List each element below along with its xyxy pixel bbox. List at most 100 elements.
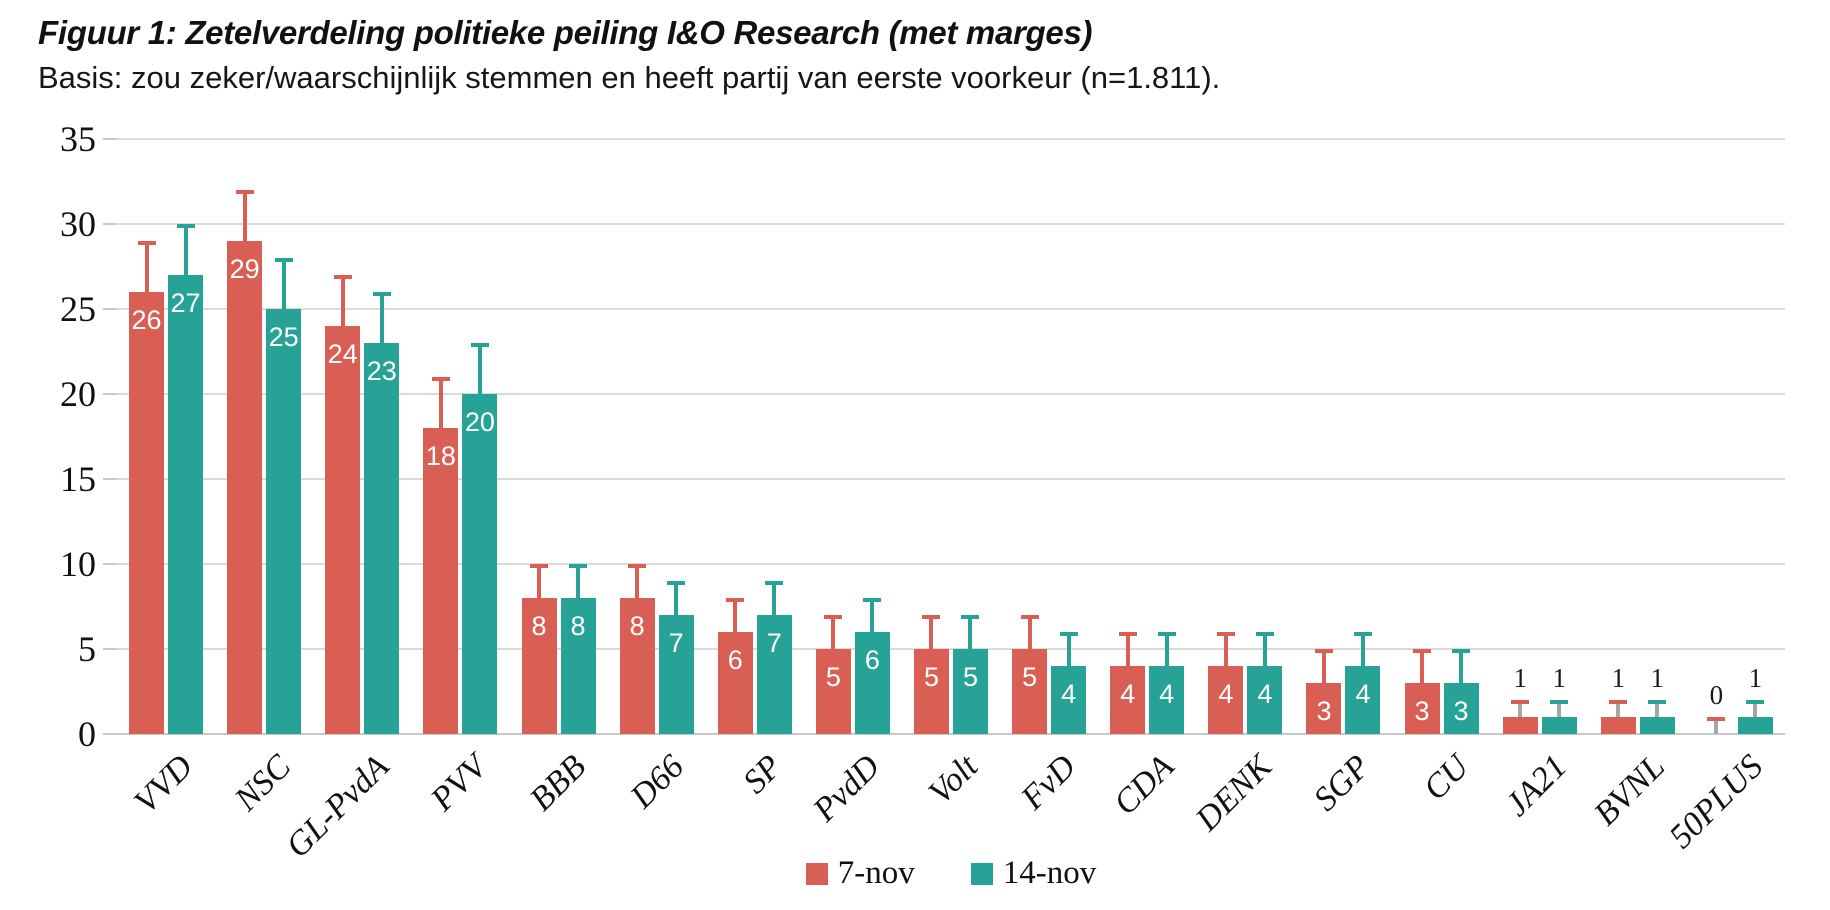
x-axis-label: DENK <box>1189 748 1280 839</box>
bar: 29 <box>227 190 263 734</box>
x-axis-label: VVD <box>127 748 201 821</box>
error-bar-stem <box>831 619 836 649</box>
error-bar <box>961 615 980 649</box>
error-bar-stem <box>1125 636 1130 666</box>
y-axis-tick <box>103 563 117 565</box>
chart: 26 27 29 25 24 23 18 20 8 8 8 7 6 7 5 6 5 5 5 4 4 4 4 4 3 4 3 3 1 1 1 1… <box>0 119 1830 910</box>
bar-value-label: 1 <box>1552 663 1566 693</box>
y-axis-label: 10 <box>60 544 96 584</box>
bar: 4 <box>1208 632 1244 734</box>
error-bar-stem <box>1714 721 1719 734</box>
error-bar-stem <box>1066 636 1071 666</box>
plot-area: 26 27 29 25 24 23 18 20 8 8 8 7 6 7 5 6 5 5 5 4 4 4 4 4 3 4 3 3 1 1 1 1… <box>117 138 1785 735</box>
bar-value-label: 20 <box>464 407 495 437</box>
error-bar <box>431 377 450 428</box>
bar-value-label: 7 <box>668 628 684 658</box>
error-bar-stem <box>340 279 345 326</box>
y-axis-tick <box>103 648 117 650</box>
x-axis-label: SP <box>736 748 789 801</box>
bar-group-gl-pvda: 24 23 <box>313 139 411 734</box>
y-axis-tick <box>103 308 117 310</box>
bar-value-label: 5 <box>962 662 978 692</box>
error-bar <box>569 564 588 598</box>
error-bar-stem <box>929 619 934 649</box>
x-axis-label: SGP <box>1307 748 1378 819</box>
error-bar <box>863 598 882 632</box>
error-bar-stem <box>1262 636 1267 666</box>
x-axis-label: BVNL <box>1587 748 1672 833</box>
error-bar <box>628 564 647 598</box>
x-axis-label: 50PLUS <box>1662 748 1771 856</box>
bar: 5 <box>1012 615 1048 734</box>
error-bar-stem <box>968 619 973 649</box>
error-bar-stem <box>537 568 542 598</box>
bar: 5 <box>913 615 949 734</box>
error-bar <box>1609 700 1628 717</box>
error-bar-stem <box>438 381 443 428</box>
error-bar-stem <box>772 585 777 615</box>
error-bar-stem <box>477 347 482 394</box>
error-bar <box>1314 649 1333 683</box>
bar-value-label: 8 <box>570 611 586 641</box>
bar-value-label: 18 <box>425 441 456 471</box>
error-bar <box>1746 700 1765 717</box>
error-bar-stem <box>870 602 875 632</box>
bar: 1 <box>1502 665 1538 734</box>
bar: 1 <box>1600 665 1636 734</box>
error-bar-stem <box>1753 704 1758 717</box>
y-axis-label: 25 <box>60 289 96 329</box>
y-axis-tick <box>103 138 117 140</box>
error-bar-stem <box>1655 704 1660 717</box>
error-bar-stem <box>576 568 581 598</box>
error-bar <box>1353 632 1372 666</box>
error-bar-stem <box>1321 653 1326 683</box>
legend-swatch-7nov-icon <box>805 862 828 885</box>
gridline <box>117 563 1785 565</box>
x-axis-label: CU <box>1416 748 1476 808</box>
error-bar-stem <box>1420 653 1425 683</box>
error-bar-stem <box>635 568 640 598</box>
x-axis-label: JA21 <box>1498 748 1574 824</box>
x-axis-label: FvD <box>1014 748 1084 817</box>
gridline <box>117 308 1785 310</box>
bar: 5 <box>815 615 851 734</box>
bar: 5 <box>952 615 988 734</box>
bar-value-label: 3 <box>1414 696 1430 726</box>
bar-group-nsc: 29 25 <box>215 139 313 734</box>
error-bar <box>726 598 745 632</box>
bar-value-label: 27 <box>170 288 201 318</box>
error-bar-stem <box>281 262 286 309</box>
y-axis-label: 15 <box>60 459 96 499</box>
bar-value-label: 1 <box>1513 663 1527 693</box>
gridline <box>117 478 1785 480</box>
error-bar <box>470 343 489 394</box>
error-bar-stem <box>1164 636 1169 666</box>
bar: 4 <box>1110 632 1146 734</box>
bar-value-label: 5 <box>1022 662 1038 692</box>
legend-swatch-14nov-icon <box>970 862 993 885</box>
bar-group-pvv: 18 20 <box>411 139 509 734</box>
error-bar <box>1255 632 1274 666</box>
error-bar <box>1550 700 1569 717</box>
error-bar-stem <box>1223 636 1228 666</box>
error-bar <box>333 275 352 326</box>
bar: 27 <box>168 224 204 734</box>
error-bar-stem <box>1518 704 1523 717</box>
legend-item-14nov: 14-nov <box>970 855 1096 892</box>
y-axis-label: 0 <box>78 714 96 754</box>
bar: 4 <box>1149 632 1185 734</box>
bar: 18 <box>423 377 459 734</box>
bar: 3 <box>1404 649 1440 734</box>
bar-value-label: 3 <box>1316 696 1332 726</box>
bar-value-label: 4 <box>1355 679 1371 709</box>
error-bar-stem <box>1360 636 1365 666</box>
legend-label-7nov: 7-nov <box>837 855 915 891</box>
error-bar-stem <box>674 585 679 615</box>
bar: 1 <box>1737 665 1773 734</box>
